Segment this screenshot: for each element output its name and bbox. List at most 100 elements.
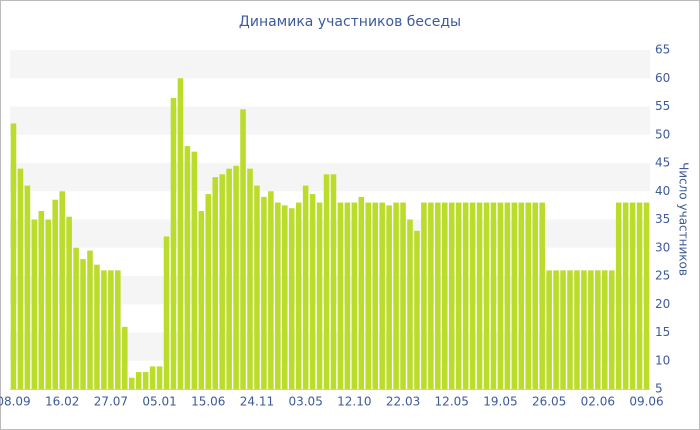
y-tick-label: 45 [655, 156, 670, 170]
bar [156, 366, 163, 389]
bar [448, 202, 455, 389]
bar [344, 202, 351, 389]
bar [546, 270, 552, 389]
bar [10, 123, 17, 389]
bar [38, 211, 45, 389]
bar [31, 219, 38, 389]
bar [149, 366, 156, 389]
bar [24, 185, 31, 389]
bar [595, 270, 601, 389]
y-tick-label: 55 [655, 99, 670, 113]
bar [539, 202, 545, 389]
bar [233, 165, 239, 389]
bar [483, 202, 490, 389]
grid-band [10, 163, 650, 192]
y-tick-label: 50 [655, 127, 670, 141]
bar [17, 168, 24, 389]
x-tick-label: 12.05 [435, 395, 469, 409]
x-tick-label: 24.11 [240, 395, 274, 409]
y-tick-label: 40 [655, 184, 670, 198]
x-tick-label: 26.05 [532, 395, 566, 409]
bar [511, 202, 518, 389]
bar [428, 202, 434, 389]
y-tick-label: 35 [655, 212, 670, 226]
bar [170, 98, 177, 390]
bar [636, 202, 643, 389]
grid-band [10, 50, 650, 79]
x-tick-label: 08.09 [0, 395, 31, 409]
x-tick-label: 05.01 [142, 395, 176, 409]
bar [288, 208, 295, 389]
bar [414, 230, 420, 389]
bar [435, 202, 441, 389]
bar [372, 202, 378, 389]
bar [330, 174, 337, 389]
bar [212, 177, 218, 389]
bar [226, 168, 232, 389]
bar [462, 202, 469, 389]
bar [163, 236, 170, 389]
x-tick-label: 19.05 [483, 395, 517, 409]
bar [219, 174, 225, 389]
bar [553, 270, 559, 389]
bar [191, 151, 198, 389]
x-tick-label: 09.06 [629, 395, 663, 409]
bar [588, 270, 594, 389]
bar [629, 202, 636, 389]
bar [351, 202, 358, 389]
bar [574, 270, 580, 389]
bar [115, 270, 121, 389]
bar [602, 270, 608, 389]
x-tick-label: 02.06 [581, 395, 615, 409]
bar [608, 270, 615, 389]
bar [254, 185, 260, 389]
bar [497, 202, 504, 389]
bar [177, 78, 184, 389]
x-tick-label: 03.05 [288, 395, 322, 409]
bar [198, 211, 205, 389]
bar [80, 259, 86, 389]
bar [247, 168, 253, 389]
y-tick-label: 5 [655, 382, 663, 396]
bar [581, 270, 587, 389]
x-tick-label: 12.10 [337, 395, 371, 409]
bar [122, 326, 128, 389]
bar [393, 202, 399, 389]
bar [184, 146, 191, 389]
bar [504, 202, 511, 389]
bar [101, 270, 107, 389]
bar [59, 191, 65, 389]
chart-title: Динамика участников беседы [239, 14, 461, 30]
bar [532, 202, 538, 389]
bar [205, 194, 212, 389]
bar [525, 202, 532, 389]
bar [560, 270, 566, 389]
bar [309, 194, 316, 389]
bar [108, 270, 114, 389]
bar [316, 202, 323, 389]
bar [295, 202, 302, 389]
bar [337, 202, 344, 389]
x-tick-label: 15.06 [191, 395, 225, 409]
bar [87, 250, 93, 389]
bar [407, 219, 413, 389]
bar [442, 202, 448, 389]
bar [282, 205, 288, 389]
bar [386, 205, 392, 389]
bar [66, 216, 72, 389]
grid-band [10, 219, 650, 248]
bar [94, 264, 100, 389]
bar [52, 199, 58, 389]
bar [268, 191, 274, 389]
bar [275, 202, 281, 389]
bar [518, 202, 525, 389]
x-tick-label: 22.03 [386, 395, 420, 409]
bar [615, 202, 622, 389]
y-tick-label: 15 [655, 325, 670, 339]
bar [240, 109, 246, 389]
bar [261, 196, 267, 389]
bar [421, 202, 427, 389]
bar [469, 202, 476, 389]
bar [142, 372, 149, 389]
